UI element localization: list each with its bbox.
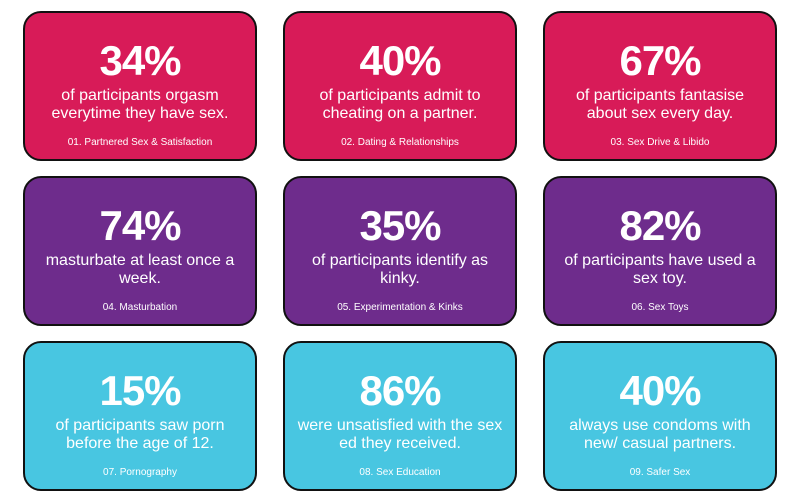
stat-category: 05. Experimentation & Kinks	[337, 302, 463, 313]
stat-card-kinks: 35% of participants identify as kinky. 0…	[283, 176, 517, 326]
stat-percent: 67%	[619, 37, 701, 84]
stat-category: 09. Safer Sex	[629, 467, 691, 478]
stat-description: masturbate at least once a week.	[45, 252, 235, 287]
stat-card-dating: 40% of participants admit to cheating on…	[283, 11, 517, 161]
stat-percent: 40%	[359, 37, 441, 84]
stat-card-sex-drive: 67% of participants fantasise about sex …	[543, 11, 777, 161]
stat-description: of participants fantasise about sex ever…	[575, 87, 745, 122]
stat-card-pornography: 15% of participants saw porn before the …	[23, 341, 257, 491]
stat-card-safer-sex: 40% always use condoms with new/ casual …	[543, 341, 777, 491]
stat-description: of participants identify as kinky.	[311, 252, 489, 287]
stat-card-masturbation: 74% masturbate at least once a week. 04.…	[23, 176, 257, 326]
stat-percent: 74%	[99, 202, 181, 249]
stat-percent: 15%	[99, 367, 181, 414]
stat-description: of participants admit to cheating on a p…	[319, 87, 481, 122]
stat-category: 02. Dating & Relationships	[341, 137, 459, 148]
stat-description: of participants have used a sex toy.	[564, 252, 756, 287]
stat-category: 08. Sex Education	[359, 467, 441, 478]
stat-category: 03. Sex Drive & Libido	[610, 137, 710, 148]
stat-category: 07. Pornography	[103, 467, 177, 478]
stat-category: 04. Masturbation	[102, 302, 178, 313]
stat-description: of participants saw porn before the age …	[55, 417, 225, 452]
stat-category: 01. Partnered Sex & Satisfaction	[67, 137, 213, 148]
stat-category: 06. Sex Toys	[631, 302, 689, 313]
stat-percent: 35%	[359, 202, 441, 249]
stat-description: of participants orgasm everytime they ha…	[51, 87, 229, 122]
stat-percent: 34%	[99, 37, 181, 84]
stat-percent: 86%	[359, 367, 441, 414]
stat-percent: 40%	[619, 367, 701, 414]
stat-description: were unsatisfied with the sex ed they re…	[297, 417, 503, 452]
stat-card-partnered-sex: 34% of participants orgasm everytime the…	[23, 11, 257, 161]
stat-card-sex-toys: 82% of participants have used a sex toy.…	[543, 176, 777, 326]
stat-percent: 82%	[619, 202, 701, 249]
stat-description: always use condoms with new/ casual part…	[569, 417, 751, 452]
stat-card-sex-education: 86% were unsatisfied with the sex ed the…	[283, 341, 517, 491]
